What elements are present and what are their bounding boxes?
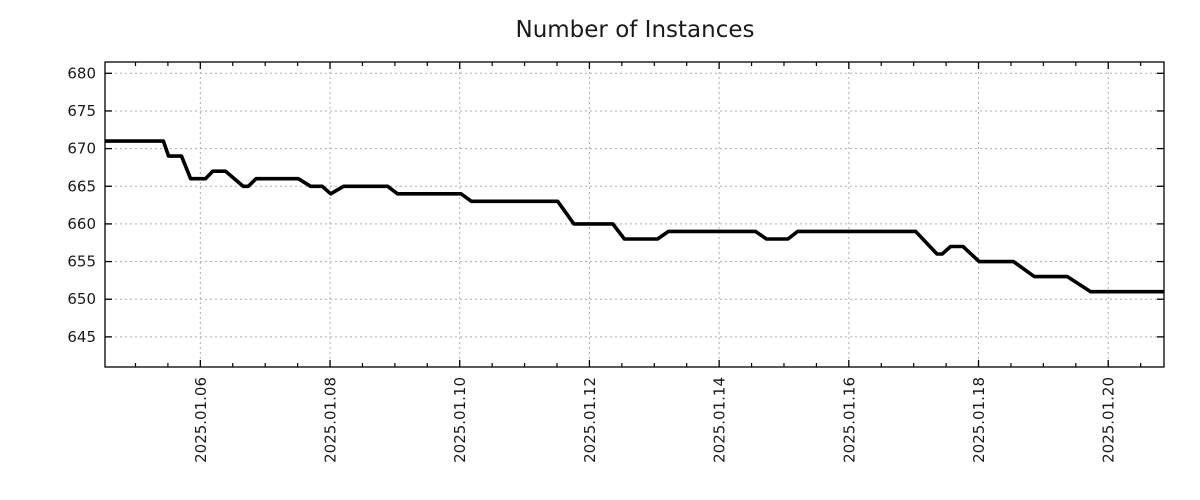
x-tick-label: 2025.01.06 <box>192 377 210 463</box>
y-tick-label: 650 <box>67 290 96 308</box>
y-tick-label: 660 <box>67 215 96 233</box>
x-tick-label: 2025.01.12 <box>581 377 599 463</box>
grid-layer <box>105 62 1164 367</box>
y-tick-label: 670 <box>67 140 96 158</box>
tick-layer <box>105 62 1164 367</box>
x-tick-label: 2025.01.08 <box>322 377 340 463</box>
y-tick-label: 680 <box>67 64 96 82</box>
plot-border <box>104 61 1165 368</box>
series-layer <box>105 139 1164 294</box>
x-tick-label: 2025.01.20 <box>1100 377 1118 463</box>
y-tick-label: 675 <box>67 102 96 120</box>
x-tick-label: 2025.01.10 <box>451 377 469 463</box>
tick-label-layer: 645 650 655 660 665 670 675 680 2025.01.06 2025.0… <box>67 64 1117 463</box>
x-tick-label: 2025.01.18 <box>970 377 988 463</box>
x-tick-label: 2025.01.14 <box>711 377 729 463</box>
y-tick-label: 645 <box>67 328 96 346</box>
x-tick-label: 2025.01.16 <box>840 377 858 463</box>
data-line-number-of-instances <box>105 139 1164 294</box>
y-tick-label: 665 <box>67 177 96 195</box>
y-tick-label: 655 <box>67 253 96 271</box>
chart-title: Number of Instances <box>516 17 755 43</box>
